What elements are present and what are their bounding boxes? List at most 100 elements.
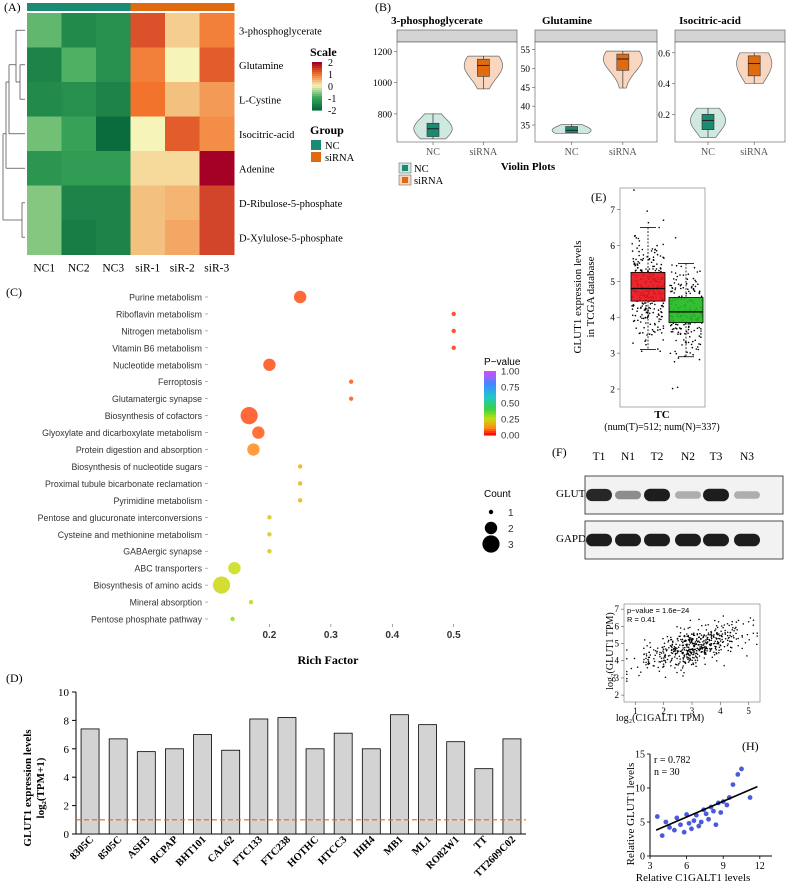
scatter-g-point [748,639,750,641]
box-jitter-point [670,271,673,273]
scatter-g-point [687,652,690,655]
scatter-g-point [689,650,691,653]
box-jitter-point [641,302,644,304]
blot-band [644,488,670,502]
box-jitter-point [656,253,659,256]
box-jitter-point [676,328,678,330]
violin-strip [674,29,786,43]
scale-tick-label: 1 [328,70,333,81]
bar [390,714,409,835]
scatter-g-point [715,633,718,635]
scatter-g-point [715,645,717,648]
box-jitter-point [631,243,633,245]
scatter-g-point [709,648,712,651]
bubble-x-tick-label: 0.5 [447,630,461,641]
scatter-g-point [715,649,717,651]
scatter-g-point [710,644,712,646]
scatter-g-point [664,661,667,664]
box-jitter-point [643,326,645,329]
scatter-g-point [733,630,735,632]
bar [446,741,466,835]
pvalue-tick-label: 0.75 [501,383,520,394]
scatter-g-point [649,654,652,656]
panel-d-bar-chart: (D) GLUT1 expression levels log₂(TPM+1) … [6,671,526,880]
box-x-label: TC [654,409,669,421]
box-jitter-point [640,350,643,353]
scatter-g-point [687,649,689,652]
scatter-g-point [713,654,716,656]
box-jitter-point [677,333,679,335]
box-jitter-point [658,226,660,229]
scatter-g-x-tick-label: 1 [633,706,638,716]
heatmap-row-labels: 3-phosphoglycerate Glutamine L-Cystine Isoc… [239,26,343,244]
box-jitter-point [672,278,675,280]
scatter-g-x-tick-label: 2 [661,706,666,716]
violin-y-tick-label: 1200 [373,48,392,58]
heatmap-row-dendrogram [2,29,25,238]
scatter-g-point [664,660,667,662]
count-legend-dot [484,521,498,535]
box-y-label-line1: GLUT1 expression levels [572,240,584,353]
pathway-bubble [263,358,276,371]
scatter-g-point [643,658,645,661]
scale-gradient-step [312,70,322,73]
box-jitter-point [644,302,647,304]
scale-gradient-step [312,74,322,77]
heatmap-cell [130,82,166,117]
scatter-g-point [756,643,758,646]
scatter-g-point [703,640,705,642]
box-jitter-point [661,304,664,307]
blot-band [675,533,701,547]
box-jitter-point [659,308,662,310]
scatter-g-point [626,649,628,651]
heatmap-cell [61,82,97,117]
scatter-g-point [662,665,665,667]
scatter-g-point [693,642,696,644]
scatter-g-point [695,665,697,667]
scatter-g-point [676,625,678,628]
scatter-g-point [679,661,681,663]
scatter-g-point [736,628,738,631]
scatter-g-point [687,658,689,661]
violin-subplot-title: Isocitric-acid [679,15,741,27]
scatter-g-point [692,644,695,647]
box-y-tick-label: 5 [610,278,615,288]
heatmap-cell [199,47,235,83]
scatter-h-point [672,827,677,833]
scatter-g-point [716,637,718,640]
box-jitter-point [687,332,689,335]
scatter-g-point [683,671,685,674]
scatter-g-point [673,650,676,652]
pvalue-tick-label: 1.00 [501,367,520,378]
box-jitter-point [683,323,685,326]
heatmap-cell [61,185,97,221]
box-jitter-point [673,328,675,330]
box-jitter-point [689,336,691,338]
box-jitter-point [700,333,702,335]
scatter-h-x-tick-label: 9 [721,861,726,872]
box-jitter-point [657,348,659,350]
pvalue-gradient-step [484,377,496,380]
scatter-g-point [704,653,706,655]
scatter-h-y-tick-label: 15 [635,750,645,761]
scatter-g-point [721,638,723,641]
scatter-h-fit-line [655,785,758,831]
box-jitter-point [653,265,655,268]
box-jitter-point [699,270,701,273]
scatter-g-point [662,666,664,669]
scatter-g-point [720,634,722,637]
box-jitter-point [676,324,679,326]
scatter-g-point [752,624,755,626]
scatter-g-point [699,646,701,648]
scatter-g-point [691,659,693,662]
box-jitter-point [698,290,701,293]
box-jitter-point [632,342,634,344]
blot-band [703,533,729,547]
scatter-g-point [752,619,755,622]
scale-gradient-step [312,86,322,89]
scatter-g-point [642,661,645,663]
scatter-g-point [735,638,738,640]
scatter-g-point [662,652,665,654]
box-jitter-point [697,348,699,351]
